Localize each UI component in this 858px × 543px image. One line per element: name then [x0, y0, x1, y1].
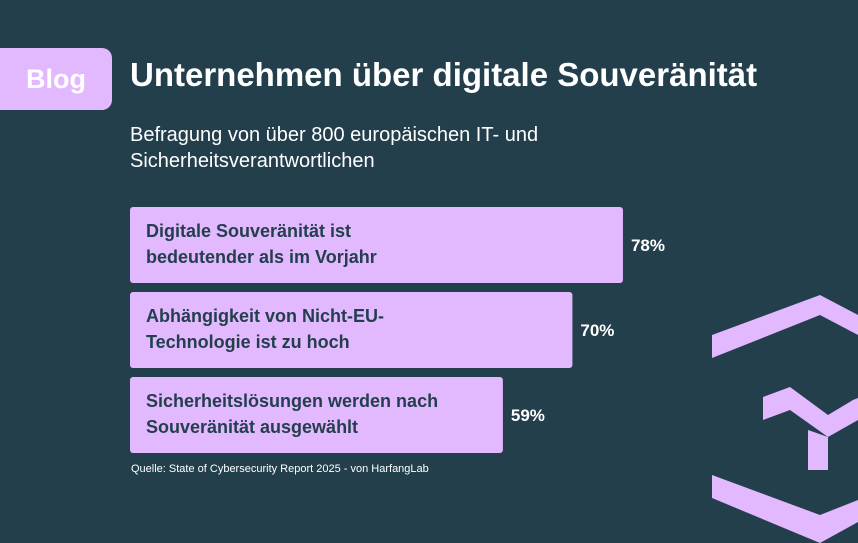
blog-badge: Blog	[0, 48, 112, 110]
bar-category-label: Sicherheitslösungen werden nach Souveräni…	[146, 391, 438, 437]
bar-category-line: Digitale Souveränität ist	[146, 221, 351, 241]
bar-value-label: 78%	[631, 236, 665, 255]
bar-category-line: Souveränität ausgewählt	[146, 417, 358, 437]
bar-group: Sicherheitslösungen werden nach Souveräni…	[130, 377, 545, 453]
bar-category-line: Sicherheitslösungen werden nach	[146, 391, 438, 411]
page-subtitle: Befragung von über 800 europäischen IT- …	[130, 124, 539, 172]
logo-mark-graphic	[712, 295, 858, 543]
bar-category-line: bedeutender als im Vorjahr	[146, 247, 377, 267]
bar	[130, 207, 623, 283]
bar	[130, 292, 573, 368]
bar-value-label: 70%	[580, 321, 614, 340]
bar-category-label: Digitale Souveränität ist bedeutender als…	[146, 221, 377, 267]
bar-category-line: Technologie ist zu hoch	[146, 332, 350, 352]
bar	[130, 377, 503, 453]
bar-value-label: 59%	[511, 406, 545, 425]
bar-group: Abhängigkeit von Nicht-EU- Technologie is…	[130, 292, 614, 368]
page-title: Unternehmen über digitale Souveränität	[130, 56, 758, 93]
source-note: Quelle: State of Cybersecurity Report 20…	[131, 463, 429, 475]
bar-category-line: Abhängigkeit von Nicht-EU-	[146, 306, 384, 326]
bar-group: Digitale Souveränität ist bedeutender als…	[130, 207, 665, 283]
bar-category-label: Abhängigkeit von Nicht-EU- Technologie is…	[146, 306, 384, 352]
